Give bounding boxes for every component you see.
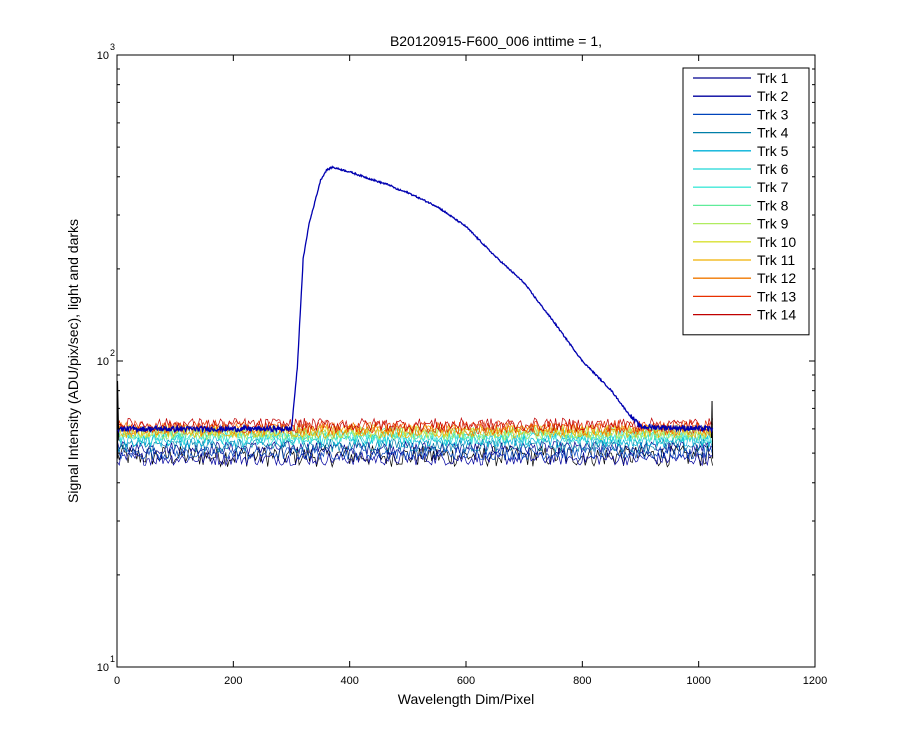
legend-item[interactable]: Trk 8 <box>693 197 789 213</box>
legend-item[interactable]: Trk 11 <box>693 252 795 268</box>
y-tick-label-exponent: 2 <box>110 348 115 358</box>
x-tick-label: 400 <box>340 675 358 687</box>
series-dark-14 <box>117 416 713 433</box>
y-tick-label-base: 10 <box>97 356 109 368</box>
y-tick-label-exponent: 1 <box>110 654 115 664</box>
legend-item[interactable]: Trk 3 <box>693 106 789 122</box>
legend-label: Trk 2 <box>757 88 789 104</box>
legend-item[interactable]: Trk 14 <box>693 307 796 323</box>
x-tick-label: 800 <box>573 675 591 687</box>
x-tick-label: 0 <box>114 675 120 687</box>
legend-item[interactable]: Trk 6 <box>693 161 789 177</box>
series-layer <box>117 165 714 468</box>
series-dark-3 <box>117 445 713 462</box>
legend-label: Trk 14 <box>757 307 796 323</box>
legend-label: Trk 7 <box>757 179 789 195</box>
y-tick-label-base: 10 <box>97 662 109 674</box>
legend[interactable]: Trk 1 Trk 2 Trk 3 Trk 4 Trk 5 Trk 6 Trk 7 Trk 8… <box>682 67 810 336</box>
y-tick-label-exponent: 3 <box>110 42 115 52</box>
series-light-trk1 <box>117 165 714 434</box>
legend-label: Trk 9 <box>757 216 789 232</box>
x-axis-label: Wavelength Dim/Pixel <box>398 691 534 707</box>
legend-label: Trk 12 <box>757 270 796 286</box>
x-tick-label: 1000 <box>686 675 710 687</box>
legend-label: Trk 11 <box>757 252 795 268</box>
legend-label: Trk 13 <box>757 288 796 304</box>
legend-label: Trk 3 <box>757 106 789 122</box>
legend-label: Trk 8 <box>757 197 789 213</box>
legend-item[interactable]: Trk 1 <box>693 70 789 86</box>
legend-label: Trk 5 <box>757 143 789 159</box>
legend-item[interactable]: Trk 13 <box>693 288 796 304</box>
series-dark-12 <box>117 421 713 437</box>
legend-item[interactable]: Trk 2 <box>693 88 789 104</box>
legend-item[interactable]: Trk 12 <box>693 270 796 286</box>
x-tick-label: 600 <box>457 675 475 687</box>
legend-item[interactable]: Trk 10 <box>693 234 796 250</box>
y-axis-label: Signal Intensity (ADU/pix/sec), light an… <box>65 219 81 503</box>
series-end-spike <box>710 401 714 459</box>
legend-item[interactable]: Trk 5 <box>693 143 789 159</box>
series-dark-4 <box>117 437 713 454</box>
legend-item[interactable]: Trk 4 <box>693 125 789 141</box>
legend-box <box>682 67 810 336</box>
legend-label: Trk 4 <box>757 125 789 141</box>
legend-item[interactable]: Trk 7 <box>693 179 789 195</box>
chart-title: B20120915-F600_006 inttime = 1, <box>390 33 602 49</box>
legend-item[interactable]: Trk 9 <box>693 216 789 232</box>
series-start-spike <box>117 381 120 459</box>
x-tick-label: 200 <box>224 675 242 687</box>
legend-label: Trk 6 <box>757 161 789 177</box>
legend-label: Trk 1 <box>757 70 789 86</box>
x-tick-label: 1200 <box>803 675 827 687</box>
series-dark-2 <box>117 450 713 467</box>
y-tick-label-base: 10 <box>97 50 109 62</box>
legend-label: Trk 10 <box>757 234 796 250</box>
